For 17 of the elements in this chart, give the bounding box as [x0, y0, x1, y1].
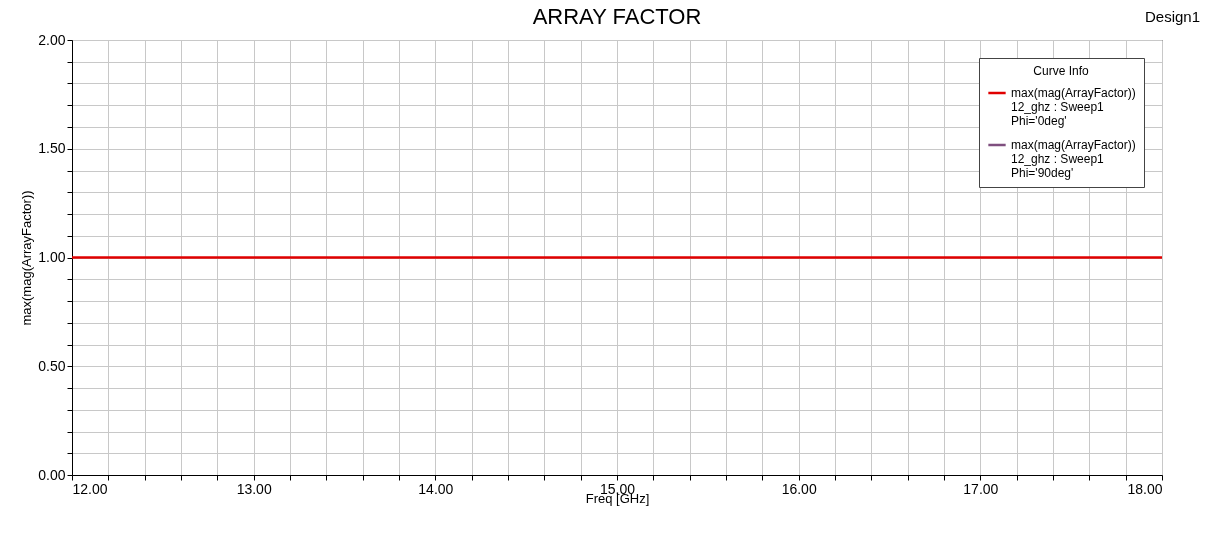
- x-tick-label: 17.00: [963, 480, 999, 497]
- legend-title: Curve Info: [1033, 64, 1090, 78]
- y-axis-title: max(mag(ArrayFactor)): [19, 190, 35, 326]
- y-tick-label: 0.50: [38, 357, 66, 374]
- x-tick-label: 16.00: [781, 480, 817, 497]
- x-tick-label: 18.00: [1127, 480, 1163, 497]
- legend-label: max(mag(ArrayFactor)) 12_ghz : Sweep1 Phi='0deg': [1011, 86, 1136, 128]
- x-tick-label: 13.00: [236, 480, 272, 497]
- y-tick-label: 1.50: [38, 140, 66, 157]
- y-tick-label: 2.00: [38, 31, 66, 48]
- x-tick-label: 12.00: [72, 480, 108, 497]
- chart-title: ARRAY FACTOR: [532, 4, 702, 29]
- y-tick-label: 1.00: [38, 249, 66, 265]
- x-tick-label: 14.00: [418, 480, 454, 497]
- legend-label: max(mag(ArrayFactor)) 12_ghz : Sweep1 Phi='90deg': [1011, 138, 1136, 180]
- text: Design1: [1144, 8, 1200, 25]
- y-tick-label: 0.00: [38, 466, 66, 483]
